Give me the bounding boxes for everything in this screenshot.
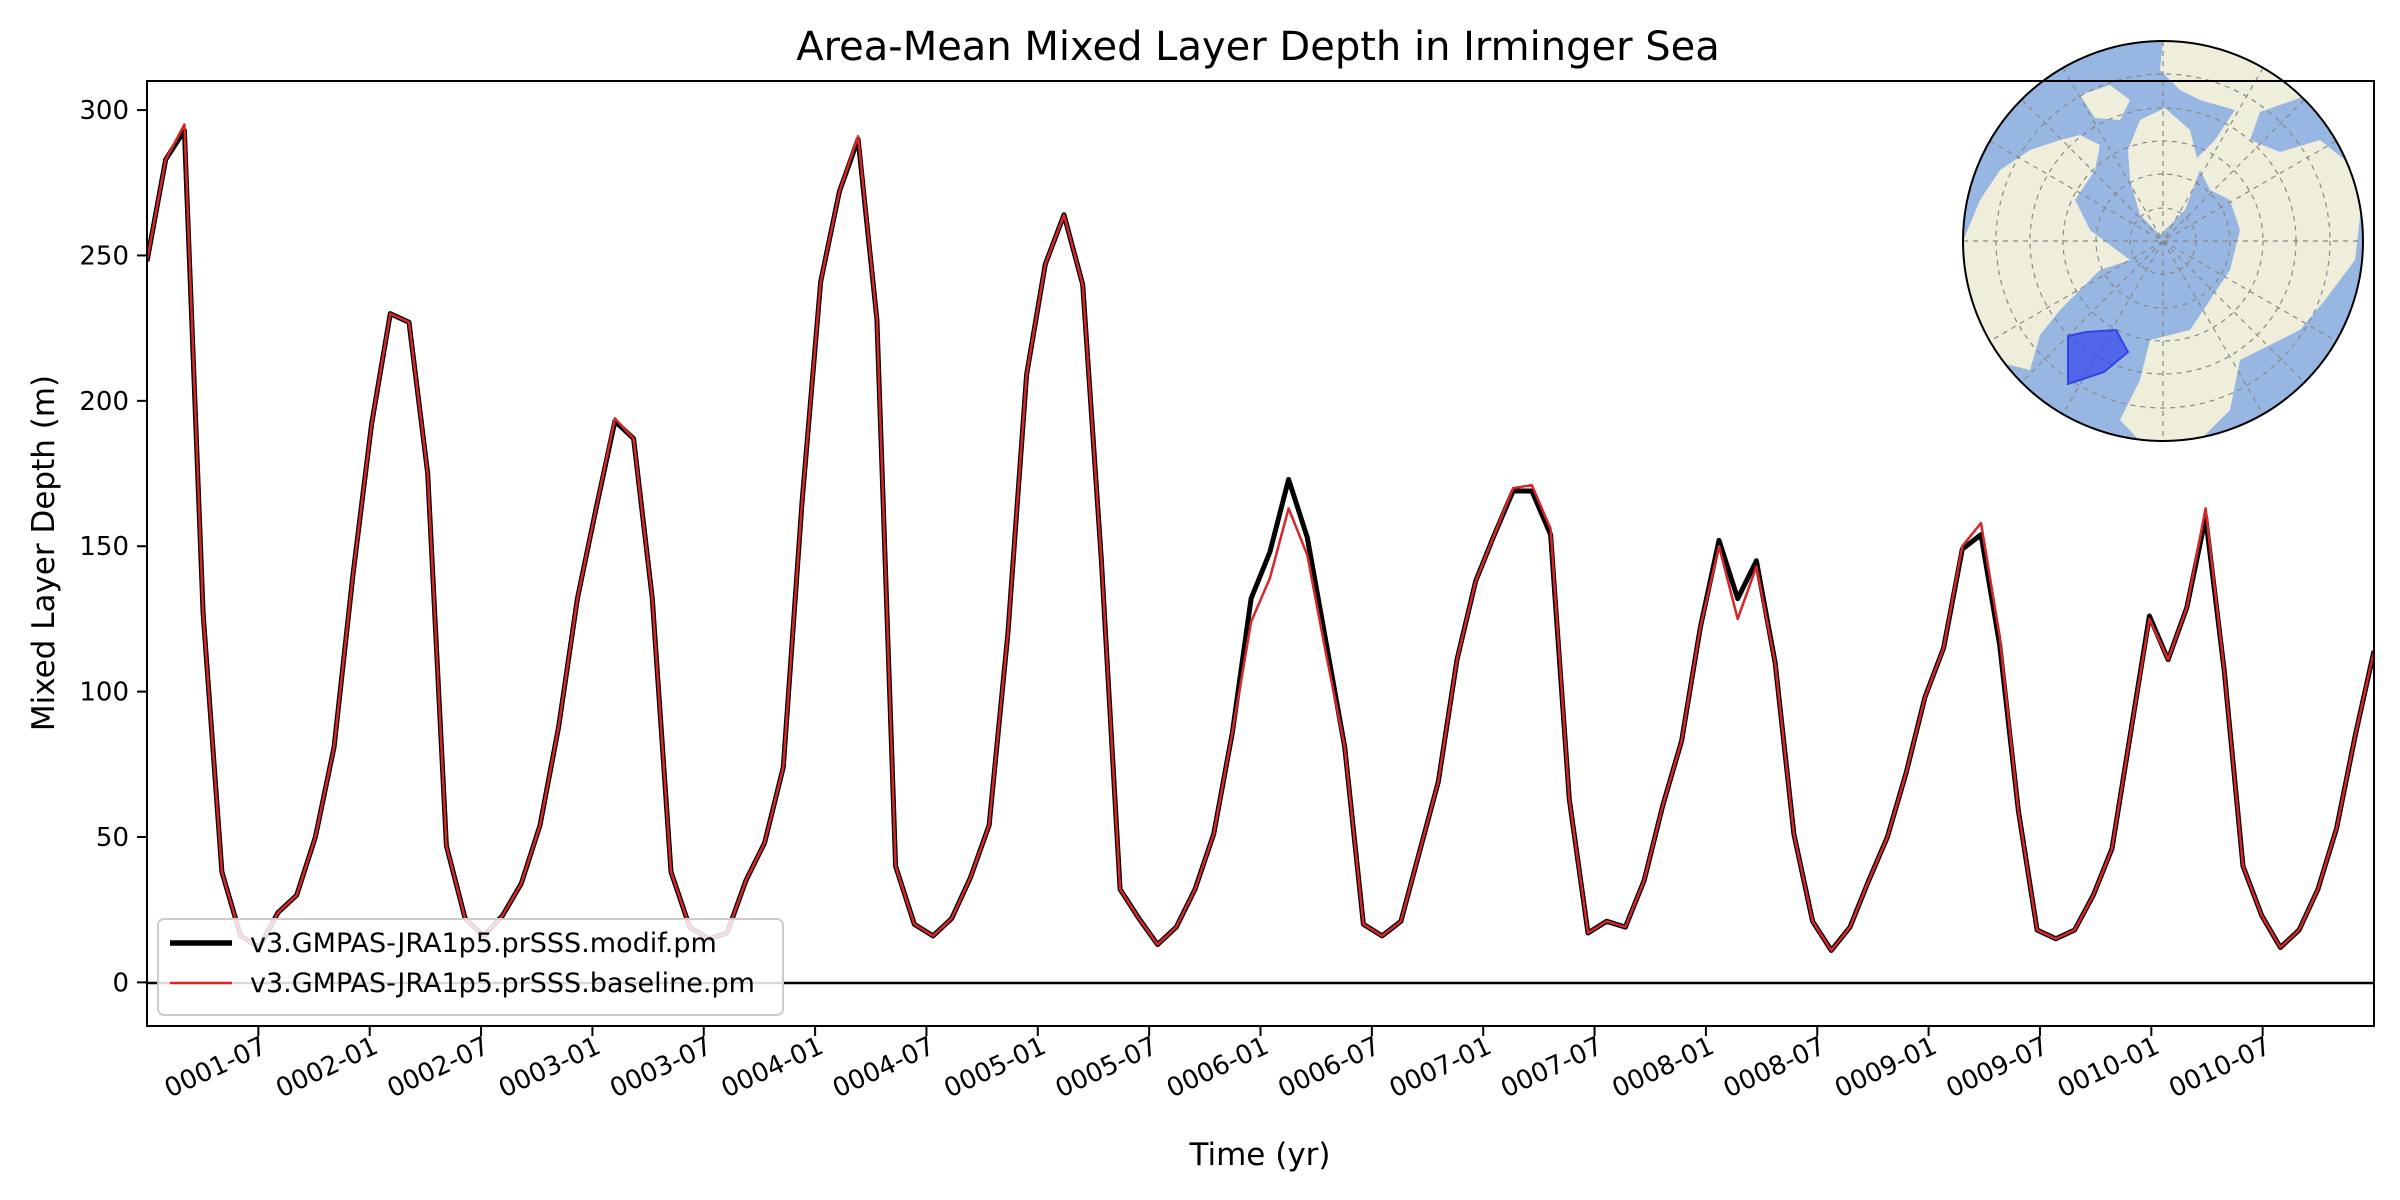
x-axis-label: Time (yr) (1189, 1137, 1331, 1173)
legend-box (157, 918, 784, 1016)
inset-polar-map (1962, 40, 2364, 442)
map-border (1962, 40, 2364, 442)
x-axis: 0001-07 0002-01 0002-07 0003-01 0003-07 0004-… (160, 1026, 2276, 1104)
chart-title: Area-Mean Mixed Layer Depth in Irminger … (796, 24, 1720, 70)
x-tick-label: 0003-01 (494, 1031, 605, 1104)
x-tick-label: 0004-01 (717, 1031, 828, 1104)
x-tick-label: 0007-01 (1385, 1031, 1496, 1104)
y-tick-label: 50 (96, 823, 129, 853)
x-tick-label: 0009-07 (1942, 1031, 2053, 1104)
x-tick-label: 0004-07 (828, 1031, 939, 1104)
y-tick-label: 250 (79, 241, 129, 271)
x-tick-label: 0002-01 (272, 1031, 383, 1104)
x-tick-label: 0009-01 (1830, 1031, 1941, 1104)
x-tick-label: 0006-07 (1274, 1031, 1385, 1104)
y-tick-label: 0 (112, 968, 129, 998)
x-tick-label: 0006-01 (1162, 1031, 1273, 1104)
y-axis: 0 50 100 150 200 250 300 (79, 96, 147, 998)
map-land-greenland (2128, 108, 2200, 235)
x-tick-label: 0005-01 (940, 1031, 1051, 1104)
y-tick-label: 150 (79, 532, 129, 562)
x-tick-label: 0008-01 (1608, 1031, 1719, 1104)
legend-label-baseline: v3.GMPAS-JRA1p5.prSSS.baseline.pm (250, 968, 755, 999)
series-line-baseline (147, 123, 2374, 952)
y-tick-label: 100 (79, 678, 129, 708)
x-tick-label: 0005-07 (1051, 1031, 1162, 1104)
x-tick-label: 0002-07 (383, 1031, 494, 1104)
series-layer (147, 123, 2374, 953)
x-tick-label: 0003-07 (606, 1031, 717, 1104)
x-tick-label: 0010-01 (2053, 1031, 2164, 1104)
legend: v3.GMPAS-JRA1p5.prSSS.modif.pm v3.GMPAS-… (157, 918, 784, 1016)
x-tick-label: 0008-07 (1719, 1031, 1830, 1104)
map-land-arctic-islands (2080, 55, 2262, 120)
legend-label-modif: v3.GMPAS-JRA1p5.prSSS.modif.pm (250, 928, 717, 959)
x-tick-label: 0007-07 (1496, 1031, 1607, 1104)
y-tick-label: 200 (79, 387, 129, 417)
x-tick-label: 0010-07 (2164, 1031, 2275, 1104)
x-tick-label: 0001-07 (160, 1031, 271, 1104)
irminger-sea-region (2067, 328, 2130, 386)
y-tick-label: 300 (79, 96, 129, 126)
y-axis-label: Mixed Layer Depth (m) (26, 375, 62, 731)
map-land-eurasia (2120, 41, 2362, 441)
map-land-america (1963, 135, 2130, 370)
